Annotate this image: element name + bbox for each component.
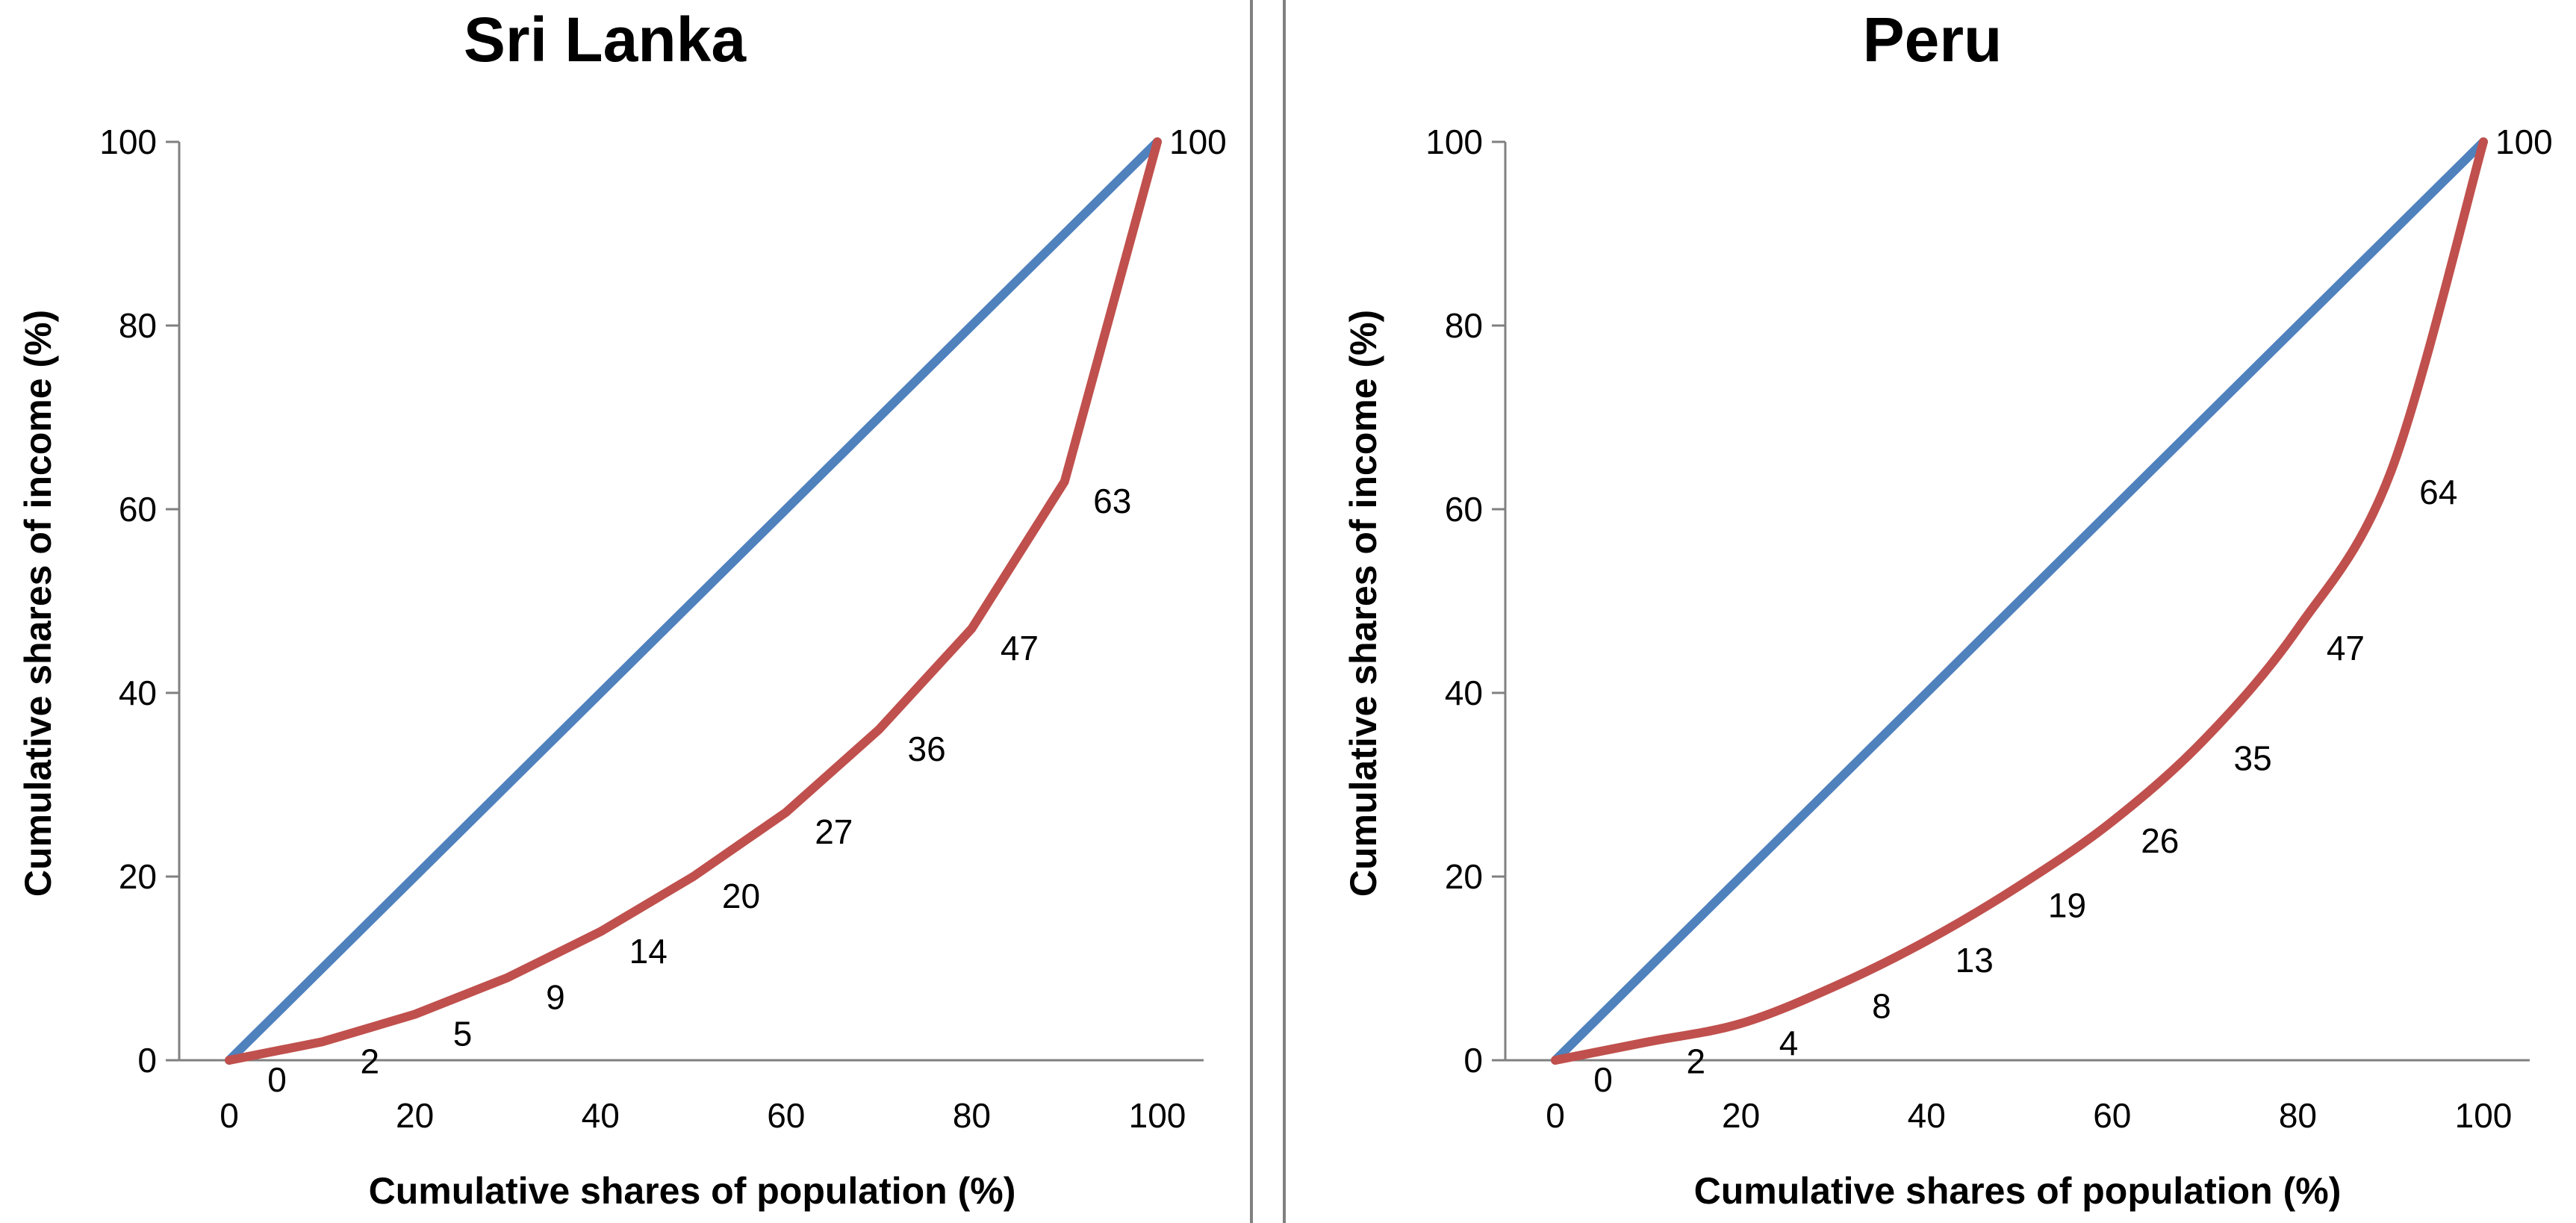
data-label: 100 xyxy=(1169,122,1227,161)
y-tick-label: 40 xyxy=(119,673,157,712)
chart-title: Sri Lanka xyxy=(464,4,747,75)
data-label: 20 xyxy=(722,877,760,915)
x-tick-label: 40 xyxy=(582,1096,620,1135)
y-axis-label: Cumulative shares of income (%) xyxy=(1343,310,1384,897)
data-label: 13 xyxy=(1956,941,1994,980)
equality-line xyxy=(1551,137,2488,1065)
x-tick-label: 60 xyxy=(2093,1096,2131,1135)
data-label: 9 xyxy=(546,977,565,1016)
data-label: 4 xyxy=(1779,1024,1799,1062)
data-label: 26 xyxy=(2141,821,2179,860)
data-label: 27 xyxy=(815,812,853,851)
y-tick-label: 20 xyxy=(119,857,157,896)
y-tick-label: 0 xyxy=(137,1041,157,1080)
data-label: 5 xyxy=(453,1015,473,1054)
y-tick-label: 0 xyxy=(1463,1041,1483,1080)
x-tick-label: 20 xyxy=(396,1096,434,1135)
chart-panel-sri-lanka: Sri Lanka Cumulative shares of income (%… xyxy=(17,4,1227,1212)
x-tick-label: 100 xyxy=(1129,1096,1186,1135)
data-label: 47 xyxy=(2327,629,2365,667)
x-tick-label: 20 xyxy=(1722,1096,1760,1135)
data-label: 63 xyxy=(1093,482,1131,520)
x-axis-label: Cumulative shares of population (%) xyxy=(369,1170,1016,1212)
x-tick-label: 80 xyxy=(953,1096,991,1135)
y-tick-label: 60 xyxy=(1445,490,1483,529)
y-tick-label: 100 xyxy=(99,122,157,161)
data-label: 100 xyxy=(2495,122,2553,161)
data-label: 14 xyxy=(629,932,668,971)
x-tick-label: 60 xyxy=(767,1096,805,1135)
x-tick-label: 80 xyxy=(2279,1096,2317,1135)
data-label: 47 xyxy=(1001,629,1039,667)
y-axis-label: Cumulative shares of income (%) xyxy=(17,310,59,897)
y-tick-label: 20 xyxy=(1445,857,1483,896)
y-tick-label: 80 xyxy=(119,306,157,345)
x-tick-label: 40 xyxy=(1908,1096,1946,1135)
chart-title: Peru xyxy=(1863,4,2003,75)
chart-panel-peru: Peru Cumulative shares of income (%) Cum… xyxy=(1343,4,2553,1212)
equality-line xyxy=(225,137,1162,1065)
data-label: 8 xyxy=(1872,987,1891,1026)
y-tick-label: 60 xyxy=(119,490,157,529)
x-tick-label: 100 xyxy=(2455,1096,2513,1135)
y-tick-label: 40 xyxy=(1445,673,1483,712)
lorenz-curve-line xyxy=(225,137,1162,1065)
x-tick-label: 0 xyxy=(1546,1096,1565,1135)
data-label: 64 xyxy=(2419,473,2457,511)
data-label: 0 xyxy=(1593,1060,1613,1099)
x-tick-label: 0 xyxy=(220,1096,239,1135)
data-label: 2 xyxy=(361,1042,380,1080)
data-label: 36 xyxy=(908,729,946,768)
data-label: 35 xyxy=(2234,739,2272,778)
y-tick-label: 100 xyxy=(1425,122,1483,161)
data-label: 0 xyxy=(267,1060,287,1099)
data-label: 19 xyxy=(2048,886,2086,924)
y-tick-label: 80 xyxy=(1445,306,1483,345)
data-label: 2 xyxy=(1687,1042,1706,1080)
x-axis-label: Cumulative shares of population (%) xyxy=(1694,1170,2342,1212)
lorenz-curve-line xyxy=(1551,137,2488,1065)
